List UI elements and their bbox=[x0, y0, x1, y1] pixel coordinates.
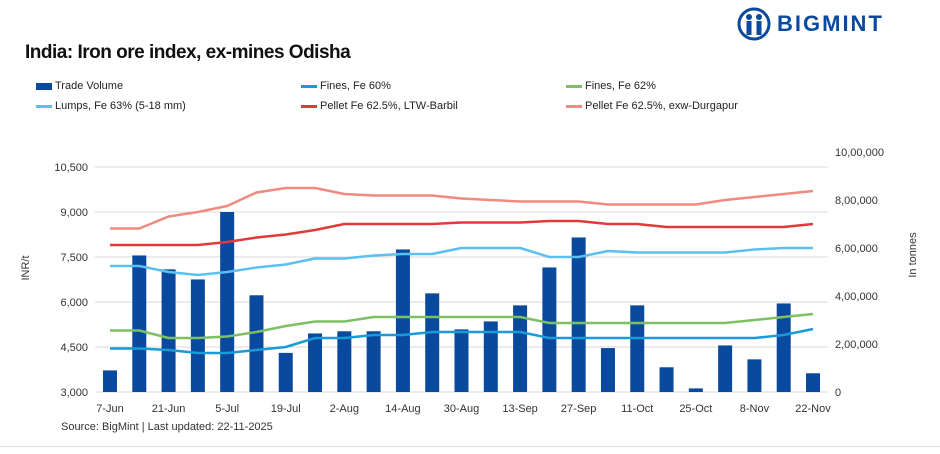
bar-trade-volume bbox=[425, 293, 440, 392]
legend-label: Pellet Fe 62.5%, LTW-Barbil bbox=[320, 100, 458, 112]
y-tick-label: 7,500 bbox=[60, 252, 88, 264]
legend-swatch bbox=[301, 84, 317, 88]
y-tick-label: 3,000 bbox=[60, 387, 88, 399]
y2-tick-label: 10,00,000 bbox=[835, 147, 884, 159]
x-tick-label: 5-Jul bbox=[215, 403, 239, 415]
x-tick-label: 30-Aug bbox=[444, 403, 479, 415]
bar-trade-volume bbox=[776, 303, 791, 392]
series-line-2 bbox=[110, 246, 813, 277]
bar-trade-volume bbox=[600, 348, 615, 392]
bar-trade-volume bbox=[103, 370, 117, 392]
x-tick-label: 19-Jul bbox=[271, 403, 301, 415]
x-tick-label: 2-Aug bbox=[330, 403, 359, 415]
legend-label: Fines, Fe 62% bbox=[585, 80, 656, 92]
bar-trade-volume bbox=[571, 237, 586, 392]
bar-trade-volume bbox=[718, 345, 733, 392]
bigmint-logo: BIGMINT bbox=[737, 7, 884, 41]
bar-trade-volume bbox=[366, 331, 381, 392]
bar-trade-volume bbox=[688, 388, 703, 392]
x-tick-label: 22-Nov bbox=[795, 403, 831, 415]
legend-item: Pellet Fe 62.5%, LTW-Barbil bbox=[301, 100, 458, 112]
legend-item: Fines, Fe 60% bbox=[301, 80, 391, 92]
series-line-0 bbox=[110, 327, 814, 355]
legend-swatch bbox=[566, 84, 582, 88]
series-line-1 bbox=[110, 312, 814, 340]
x-tick-label: 7-Jun bbox=[96, 403, 124, 415]
bar-trade-volume bbox=[395, 249, 410, 392]
y-tick-label: 9,000 bbox=[60, 207, 88, 219]
legend-swatch bbox=[301, 104, 317, 108]
legend-label: Pellet Fe 62.5%, exw-Durgapur bbox=[585, 100, 738, 112]
source-note: Source: BigMint | Last updated: 22-11-20… bbox=[61, 421, 273, 433]
x-tick-label: 21-Jun bbox=[152, 403, 186, 415]
bar-trade-volume bbox=[220, 212, 235, 392]
legend-item: Pellet Fe 62.5%, exw-Durgapur bbox=[566, 100, 738, 112]
x-tick-label: 27-Sep bbox=[561, 403, 596, 415]
series-line-3 bbox=[110, 219, 814, 247]
y-tick-label: 6,000 bbox=[60, 297, 88, 309]
x-tick-label: 13-Sep bbox=[502, 403, 537, 415]
bar-trade-volume bbox=[308, 333, 323, 392]
bar-trade-volume bbox=[513, 305, 528, 392]
bar-trade-volume bbox=[337, 331, 352, 392]
bar-trade-volume bbox=[454, 329, 469, 392]
bar-trade-volume bbox=[483, 321, 498, 392]
x-tick-label: 8-Nov bbox=[740, 403, 770, 415]
legend-item: Fines, Fe 62% bbox=[566, 80, 656, 92]
bigmint-logo-icon bbox=[737, 7, 771, 41]
legend-label: Lumps, Fe 63% (5-18 mm) bbox=[55, 100, 186, 112]
y2-tick-label: 0 bbox=[835, 387, 841, 399]
divider bbox=[0, 446, 940, 447]
y2-tick-label: 8,00,000 bbox=[835, 195, 878, 207]
bar-trade-volume bbox=[747, 359, 762, 392]
y2-tick-label: 6,00,000 bbox=[835, 243, 878, 255]
bar-trade-volume bbox=[806, 373, 820, 392]
legend-swatch bbox=[566, 104, 582, 108]
legend-item: Lumps, Fe 63% (5-18 mm) bbox=[36, 100, 186, 112]
legend-label: Fines, Fe 60% bbox=[320, 80, 391, 92]
y2-tick-label: 4,00,000 bbox=[835, 291, 878, 303]
bar-trade-volume bbox=[161, 269, 176, 392]
x-tick-label: 14-Aug bbox=[385, 403, 420, 415]
brand-name: BIGMINT bbox=[777, 11, 884, 36]
bar-trade-volume bbox=[249, 295, 264, 392]
y2-axis-label: In tonnes bbox=[907, 232, 919, 278]
series-line-4 bbox=[110, 186, 814, 230]
bar-trade-volume bbox=[542, 267, 557, 392]
legend-label: Trade Volume bbox=[55, 80, 124, 92]
bar-trade-volume bbox=[132, 255, 147, 392]
y-tick-label: 10,500 bbox=[54, 162, 88, 174]
bar-trade-volume bbox=[190, 279, 205, 392]
y-axis-label: INR/t bbox=[20, 255, 32, 280]
bar-trade-volume bbox=[659, 367, 674, 392]
y2-tick-label: 2,00,000 bbox=[835, 339, 878, 351]
y-tick-label: 4,500 bbox=[60, 342, 88, 354]
legend-item: Trade Volume bbox=[36, 80, 123, 92]
legend-swatch bbox=[36, 82, 52, 90]
x-tick-label: 25-Oct bbox=[679, 403, 712, 415]
chart-title: India: Iron ore index, ex-mines Odisha bbox=[25, 42, 351, 63]
bar-trade-volume bbox=[630, 305, 645, 392]
legend-swatch bbox=[36, 104, 52, 108]
bar-trade-volume bbox=[278, 352, 293, 392]
x-tick-label: 11-Oct bbox=[621, 403, 653, 415]
